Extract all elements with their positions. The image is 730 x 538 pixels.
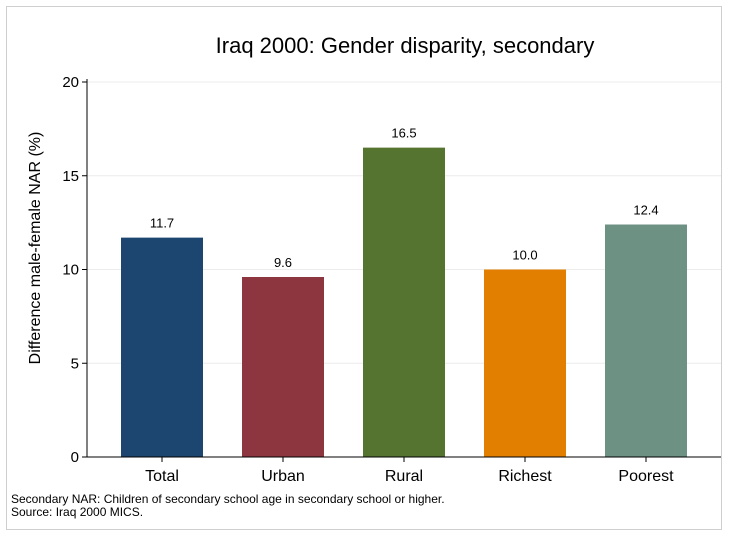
bars: 11.7 9.6 16.5 10.0 12.4	[121, 126, 687, 457]
chart-frame: Iraq 2000: Gender disparity, secondary 1…	[6, 6, 722, 530]
x-tick-label-rural: Rural	[385, 468, 423, 485]
chart-title: Iraq 2000: Gender disparity, secondary	[216, 33, 595, 58]
note-definition: Secondary NAR: Children of secondary sch…	[11, 492, 445, 506]
x-tick-label-richest: Richest	[498, 468, 552, 485]
note-source: Source: Iraq 2000 MICS.	[11, 505, 144, 519]
y-tick-label-15: 15	[62, 168, 79, 185]
y-axis: 0 5 10 15 20	[62, 74, 88, 466]
bar-urban	[242, 277, 324, 457]
bar-richest	[484, 269, 566, 457]
y-axis-label: Difference male-female NAR (%)	[27, 132, 44, 365]
y-tick-label-0: 0	[71, 449, 79, 466]
x-tick-label-urban: Urban	[261, 468, 305, 485]
y-tick-label-10: 10	[62, 262, 79, 279]
bar-rural	[363, 147, 445, 457]
value-label-total: 11.7	[150, 216, 174, 231]
y-tick-label-5: 5	[71, 355, 79, 372]
value-label-rural: 16.5	[391, 126, 416, 141]
x-axis: Total Urban Rural Richest Poorest	[87, 456, 721, 485]
value-label-richest: 10.0	[512, 248, 537, 263]
value-label-poorest: 12.4	[633, 203, 658, 218]
value-label-urban: 9.6	[274, 255, 292, 270]
y-tick-label-20: 20	[62, 74, 79, 91]
bar-poorest	[605, 224, 687, 457]
x-tick-label-total: Total	[145, 468, 179, 485]
bar-total	[121, 237, 203, 457]
x-tick-label-poorest: Poorest	[618, 468, 674, 485]
bar-chart: Iraq 2000: Gender disparity, secondary 1…	[27, 33, 721, 485]
